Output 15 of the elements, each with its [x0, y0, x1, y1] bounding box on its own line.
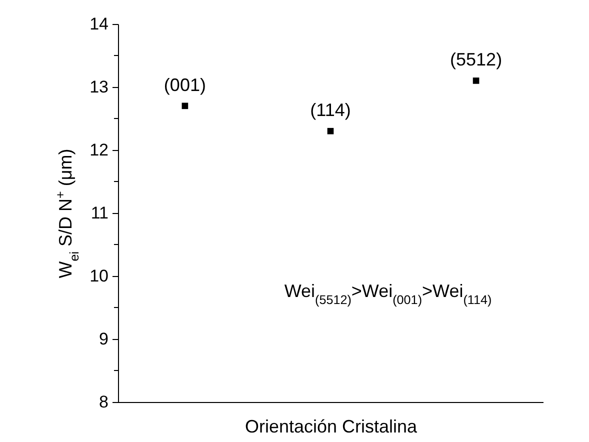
y-tick-label: 10 — [90, 266, 108, 286]
x-tick-label: (114) — [310, 100, 351, 120]
annotation: Wei$_{(5512)}$>Wei$_{(001)}$>Wei$_{(114)}$ — [284, 281, 492, 307]
x-axis-title: Orientación Cristalina — [244, 416, 418, 436]
y-tick-label: 11 — [90, 204, 108, 222]
y-tick-label: 12 — [90, 140, 108, 160]
x-tick-label: (001) — [164, 74, 206, 95]
y-tick-label: 9 — [99, 330, 108, 348]
x-tick-label: (5512) — [450, 50, 502, 70]
point — [327, 128, 334, 134]
y-tick-label: 13 — [90, 78, 108, 96]
point — [182, 102, 188, 110]
point — [472, 78, 480, 84]
y-tick-label: 14 — [90, 14, 108, 34]
y-tick-label: 8 — [99, 392, 108, 412]
